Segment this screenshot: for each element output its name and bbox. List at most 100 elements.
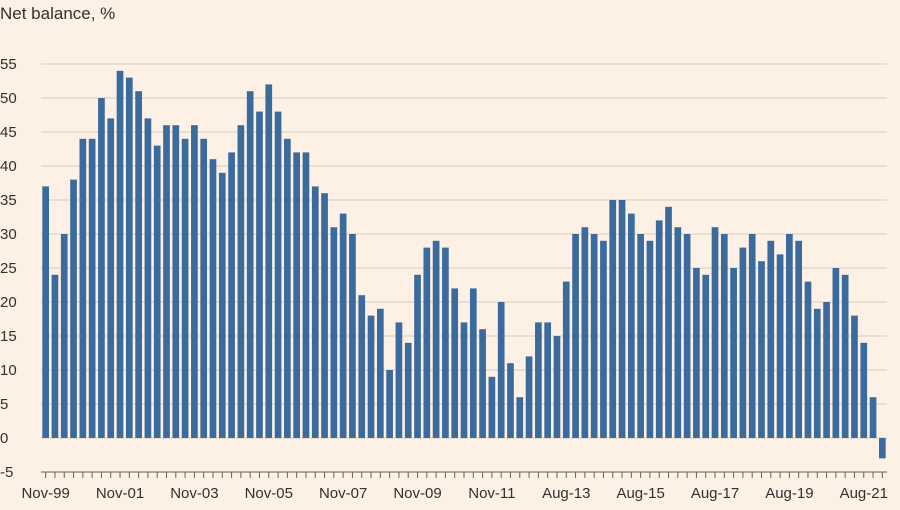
x-tick-label: Aug-15 [616,485,664,502]
bar [311,186,319,438]
bar [646,240,654,438]
bar [404,342,412,438]
bar [497,302,505,438]
bar [869,397,877,438]
bar [841,274,849,438]
bar [125,77,133,438]
y-tick-label: 50 [0,90,17,107]
x-tick-label: Nov-09 [393,485,441,502]
bar [525,356,533,438]
bar [349,234,356,438]
bar [107,118,115,439]
bar [191,125,198,438]
bar [879,438,886,459]
bar [386,370,393,438]
y-tick-label: 30 [0,226,17,243]
bar [70,179,77,438]
bar [339,213,347,438]
bar [237,125,245,438]
bar [200,138,208,439]
y-tick-label: 40 [0,158,17,175]
bar [618,200,626,438]
bar [627,213,635,438]
bar [720,234,728,438]
y-tick-label: 25 [0,260,17,277]
bar [786,234,793,438]
y-tick-label: 35 [0,192,17,209]
bar [767,240,775,438]
bar [376,308,384,438]
bar [153,145,161,438]
bar [590,234,598,438]
bar [209,159,217,438]
bar [284,138,291,439]
bar [804,281,812,438]
bar [600,240,607,438]
bar [163,125,170,438]
bar [451,288,459,438]
bar [702,274,710,438]
bars [42,70,886,459]
bar [256,111,263,438]
bar [581,227,589,438]
bar [442,247,449,438]
bar [609,200,617,438]
bar [228,152,235,438]
bar [367,315,375,438]
x-tick-label: Aug-13 [542,485,590,502]
bar [302,152,310,438]
bar [274,111,282,438]
chart-title: Net balance, % [0,4,115,23]
bar [479,329,486,438]
bar [748,234,756,438]
bar [562,281,570,438]
x-tick-label: Aug-19 [765,485,813,502]
x-tick-label: Aug-17 [691,485,739,502]
bar [432,240,440,438]
bar [535,322,542,438]
y-tick-label: 5 [0,396,8,413]
bar [395,322,403,438]
bar [776,254,784,438]
bar [358,295,366,438]
bar [739,247,747,438]
bar [655,220,663,438]
bar [683,234,691,438]
bar [823,302,830,438]
bar [116,70,124,439]
bar [265,84,273,439]
x-tick-label: Nov-99 [21,485,69,502]
bar [144,118,152,439]
bar [181,138,189,439]
bar [98,98,105,438]
x-tick-label: Nov-01 [96,485,144,502]
bar [246,91,254,438]
bar [507,363,514,438]
bar [813,308,821,438]
y-tick-label: 15 [0,328,17,345]
bar [88,138,96,439]
x-tick-label: Aug-21 [840,485,888,502]
x-tick-label: Nov-07 [319,485,367,502]
bar [51,274,59,438]
y-tick-label: 0 [0,430,8,447]
bar [79,138,87,439]
bar [860,342,868,438]
bar [516,397,524,438]
bar [553,336,561,438]
bar [42,186,49,438]
bar [674,227,682,438]
bar [414,274,421,438]
x-tick-label: Nov-05 [245,485,293,502]
bar [665,206,672,438]
x-axis: Nov-99 Nov-01 Nov-03 Nov-05 Nov-07 Nov-09 Nov-… [21,471,888,502]
y-tick-label: 45 [0,124,17,141]
bar [544,322,552,438]
bar [488,376,496,438]
y-tick-label: 10 [0,362,17,379]
bar [423,247,431,438]
y-tick-label: -5 [0,464,13,481]
bar [330,227,338,438]
y-tick-label: 55 [0,56,17,73]
